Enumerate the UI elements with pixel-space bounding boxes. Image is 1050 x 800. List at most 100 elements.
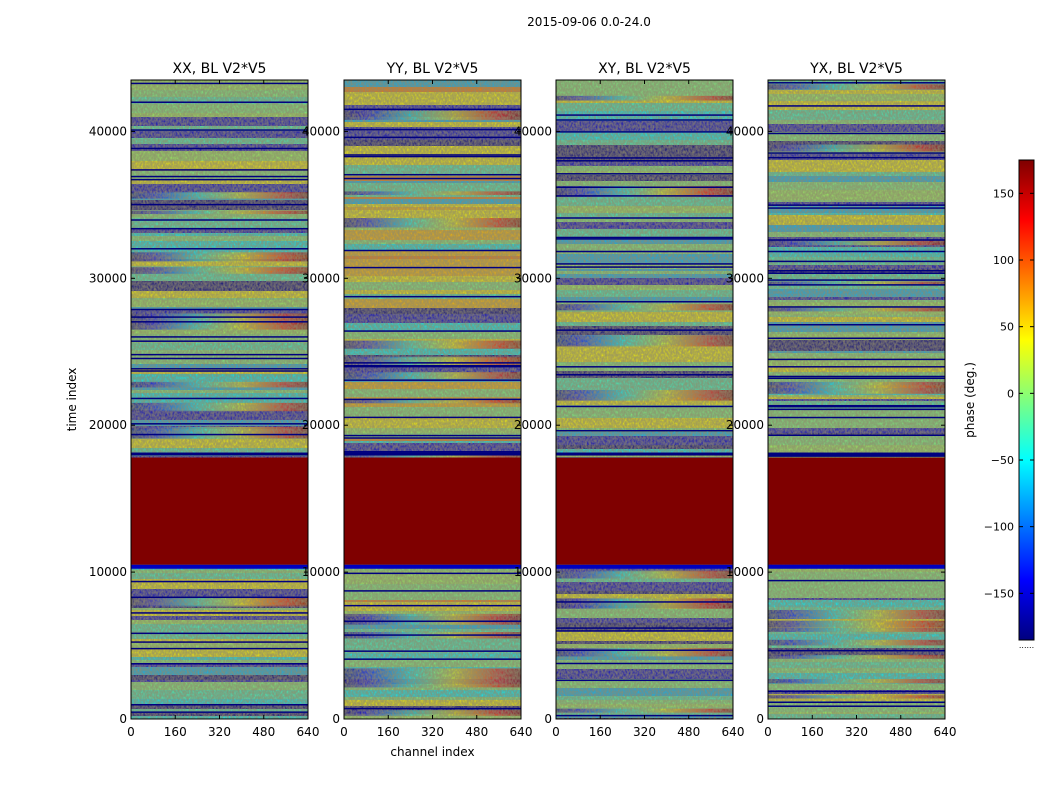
gap-line bbox=[344, 108, 521, 111]
gap-line bbox=[131, 336, 308, 338]
gap-line bbox=[131, 219, 308, 221]
gap-line bbox=[768, 564, 945, 569]
y-tick-label: 20000 bbox=[726, 418, 764, 432]
y-tick-label: 10000 bbox=[514, 565, 552, 579]
x-tick-label: 480 bbox=[677, 725, 700, 739]
x-tick-label: 640 bbox=[934, 725, 957, 739]
x-tick-label: 320 bbox=[845, 725, 868, 739]
gap-line bbox=[768, 132, 945, 135]
y-tick-label: 10000 bbox=[89, 565, 127, 579]
flagged-region bbox=[768, 457, 945, 565]
gap-line bbox=[768, 152, 945, 154]
gap-line bbox=[131, 101, 308, 103]
y-tick-label: 30000 bbox=[514, 271, 552, 285]
gap-line bbox=[556, 157, 733, 159]
y-tick-label: 20000 bbox=[302, 418, 340, 432]
gap-line bbox=[768, 375, 945, 378]
gap-line bbox=[131, 641, 308, 643]
gap-line bbox=[768, 260, 945, 263]
y-tick-label: 30000 bbox=[302, 271, 340, 285]
heatmap-image bbox=[556, 80, 733, 719]
gap-line bbox=[344, 650, 521, 652]
gap-line bbox=[131, 147, 308, 150]
x-tick-label: 480 bbox=[889, 725, 912, 739]
gap-line bbox=[556, 173, 733, 175]
gap-line bbox=[556, 195, 733, 197]
gap-line bbox=[556, 236, 733, 239]
gap-line bbox=[131, 423, 308, 425]
gap-line bbox=[556, 662, 733, 665]
gap-line bbox=[556, 217, 733, 219]
x-tick-label: 320 bbox=[633, 725, 656, 739]
gap-line bbox=[556, 266, 733, 268]
gap-line bbox=[556, 114, 733, 116]
heatmap-image bbox=[344, 80, 521, 719]
x-tick-label: 480 bbox=[252, 725, 275, 739]
y-tick-label: 0 bbox=[756, 712, 764, 726]
y-tick-label: 0 bbox=[332, 712, 340, 726]
gap-line bbox=[556, 429, 733, 432]
figure-title: 2015-09-06 0.0-24.0 bbox=[527, 15, 651, 29]
gap-line bbox=[344, 379, 521, 381]
gap-line bbox=[131, 647, 308, 650]
gap-line bbox=[131, 452, 308, 456]
gap-line bbox=[768, 284, 945, 286]
x-tick-label: 480 bbox=[465, 725, 488, 739]
heatmap-image bbox=[131, 80, 308, 719]
gap-line bbox=[556, 374, 733, 376]
gap-line bbox=[768, 270, 945, 272]
x-tick-label: 0 bbox=[340, 725, 348, 739]
y-tick-label: 40000 bbox=[89, 124, 127, 138]
gap-line bbox=[131, 596, 308, 599]
gap-line bbox=[556, 186, 733, 188]
colorbar-tick-label: 150 bbox=[993, 187, 1014, 200]
colorbar-tick-label: 100 bbox=[993, 254, 1014, 267]
x-tick-label: 0 bbox=[552, 725, 560, 739]
gap-line bbox=[131, 248, 308, 250]
panel-title: XX, BL V2*V5 bbox=[173, 61, 267, 77]
gap-line bbox=[131, 203, 308, 206]
heatmap-image bbox=[768, 80, 945, 719]
gap-line bbox=[131, 175, 308, 178]
gap-line bbox=[344, 295, 521, 298]
x-tick-label: 0 bbox=[764, 725, 772, 739]
gap-line bbox=[131, 580, 308, 583]
y-tick-label: 40000 bbox=[514, 124, 552, 138]
gap-line bbox=[556, 564, 733, 569]
gap-line bbox=[768, 337, 945, 340]
gap-line bbox=[131, 321, 308, 323]
gap-line bbox=[768, 204, 945, 206]
x-tick-label: 160 bbox=[164, 725, 187, 739]
colorbar-label: phase (deg.) bbox=[963, 362, 977, 438]
gap-line bbox=[556, 301, 733, 303]
gap-line bbox=[344, 362, 521, 364]
gap-line bbox=[344, 177, 521, 180]
gap-line bbox=[768, 690, 945, 693]
colorbar-tick-label: −150 bbox=[984, 587, 1014, 600]
gap-line bbox=[768, 377, 945, 380]
gap-line bbox=[768, 323, 945, 326]
gap-line bbox=[131, 227, 308, 230]
x-tick-label: 640 bbox=[297, 725, 320, 739]
panel-title: YX, BL V2*V5 bbox=[809, 61, 903, 77]
x-tick-label: 320 bbox=[208, 725, 231, 739]
y-tick-label: 0 bbox=[119, 712, 127, 726]
gap-line bbox=[556, 263, 733, 265]
gap-line bbox=[556, 119, 733, 121]
panel-title: YY, BL V2*V5 bbox=[386, 61, 479, 77]
gap-line bbox=[344, 330, 521, 332]
y-axis-label: time index bbox=[65, 368, 79, 432]
gap-line bbox=[131, 370, 308, 372]
gap-line bbox=[768, 404, 945, 407]
gap-line bbox=[768, 156, 945, 159]
colorbar-tick-label: −100 bbox=[984, 521, 1014, 534]
phase-noise bbox=[768, 80, 945, 719]
flagged-region bbox=[131, 457, 308, 565]
gap-line bbox=[768, 239, 945, 241]
gap-line bbox=[344, 173, 521, 176]
y-tick-label: 40000 bbox=[726, 124, 764, 138]
gap-line bbox=[344, 128, 521, 131]
colorbar-tick-label: 50 bbox=[1000, 321, 1014, 334]
gap-line bbox=[344, 707, 521, 710]
